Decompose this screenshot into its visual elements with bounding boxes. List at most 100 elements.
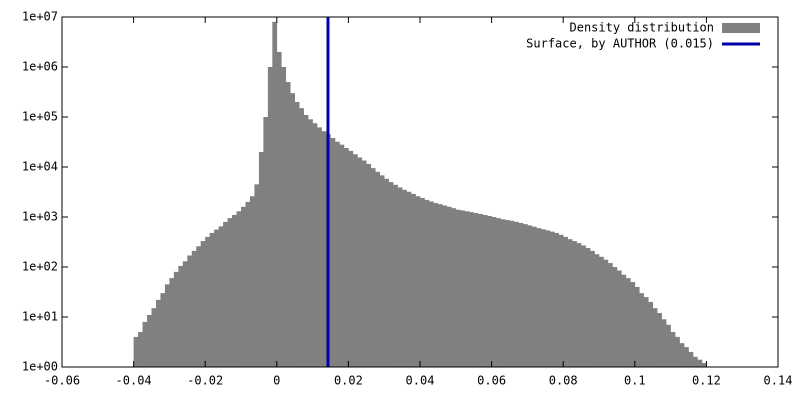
histogram-bar [697,359,703,367]
histogram-bar [317,127,322,367]
histogram-bar [643,297,649,367]
y-tick-label: 1e+00 [22,360,58,374]
histogram-bar [482,214,488,367]
histogram-bar [334,141,340,367]
histogram-bar [621,274,627,367]
histogram-bar [567,239,573,367]
y-tick-label: 1e+07 [22,10,58,24]
histogram-bar [133,336,139,367]
legend-label: Density distribution [570,21,715,35]
histogram-bar [299,108,304,367]
legend-swatch [722,23,760,33]
histogram-bar [173,271,179,367]
histogram-bar [531,226,537,367]
histogram-bar [487,215,492,367]
x-tick-label: 0.04 [406,374,435,388]
histogram-bar [218,226,224,367]
histogram-bar [236,211,242,367]
histogram-bar [581,245,586,367]
x-tick-label: 0.08 [549,374,578,388]
histogram-bar [500,219,506,367]
histogram-bar [428,201,434,367]
histogram-bar [138,332,143,367]
histogram-bar [420,197,425,367]
histogram-bar [267,67,273,367]
x-tick-label: 0.06 [477,374,506,388]
x-tick-label: 0 [273,374,280,388]
y-tick-label: 1e+02 [22,260,58,274]
histogram-bar [469,212,474,367]
histogram-bar [147,314,152,367]
histogram-bar [442,205,448,367]
histogram-bar [276,51,282,368]
histogram-bar [666,324,671,367]
histogram-bar [433,203,439,367]
histogram-bar [625,278,631,367]
x-tick-label: -0.02 [187,374,223,388]
histogram-bar [661,319,667,367]
histogram-bar [684,347,689,367]
histogram-bar [258,151,264,367]
histogram-bar [572,241,577,367]
x-tick-label: 0.02 [334,374,363,388]
histogram-bar [182,261,188,367]
histogram-bar [200,241,206,367]
histogram-bar [169,278,175,367]
histogram-bar [585,247,591,367]
histogram-bar [558,234,564,367]
x-tick-label: 0.1 [624,374,646,388]
histogram-bar [527,225,533,367]
histogram-bar [446,206,452,367]
y-tick-label: 1e+04 [22,160,58,174]
histogram-bar [670,332,676,367]
histogram-bar [397,187,403,367]
histogram-bar [692,356,698,367]
histogram-bar [478,213,483,367]
histogram-bar [361,160,367,367]
histogram-bar [370,168,376,367]
x-tick-label: -0.06 [44,374,80,388]
histogram-bar [545,230,551,367]
histogram-bar [384,178,389,367]
histogram-bar [460,210,466,367]
histogram-bar [402,189,407,367]
histogram-bar [263,117,269,367]
histogram-bar [388,182,394,367]
histogram-bar [612,267,618,367]
histogram-bar [464,211,470,367]
histogram-bar [241,206,246,367]
histogram-bar [406,191,412,367]
histogram-bar [701,363,707,367]
histogram-bar [599,256,604,367]
histogram-bar [366,163,372,367]
histogram-bar [232,214,237,367]
histogram-bar [187,255,193,367]
histogram-bar [357,157,363,367]
x-tick-label: 0.14 [764,374,793,388]
x-tick-label: 0.12 [692,374,721,388]
legend-label: Surface, by AUTHOR (0.015) [526,37,714,51]
histogram-bar [603,259,609,367]
histogram-bar [473,213,479,367]
histogram-bar [688,351,694,367]
histogram-bar [196,246,202,367]
histogram-bar [281,67,287,367]
histogram-bar [491,217,497,367]
histogram-bar [155,299,161,367]
histogram-bar [616,270,622,367]
histogram-bar [245,201,251,367]
histogram-bar [151,308,157,367]
histogram-bar [160,293,166,367]
x-tick-label: -0.04 [116,374,152,388]
histogram-bar [227,218,233,367]
y-tick-label: 1e+01 [22,310,58,324]
histogram-bar [191,250,197,367]
histogram-bar [339,144,345,367]
histogram-bar [343,147,349,367]
histogram-bar [303,114,309,368]
histogram-bar [285,82,291,367]
histogram-bar [214,229,219,367]
histogram-bar [455,209,461,367]
y-tick-label: 1e+06 [22,60,58,74]
